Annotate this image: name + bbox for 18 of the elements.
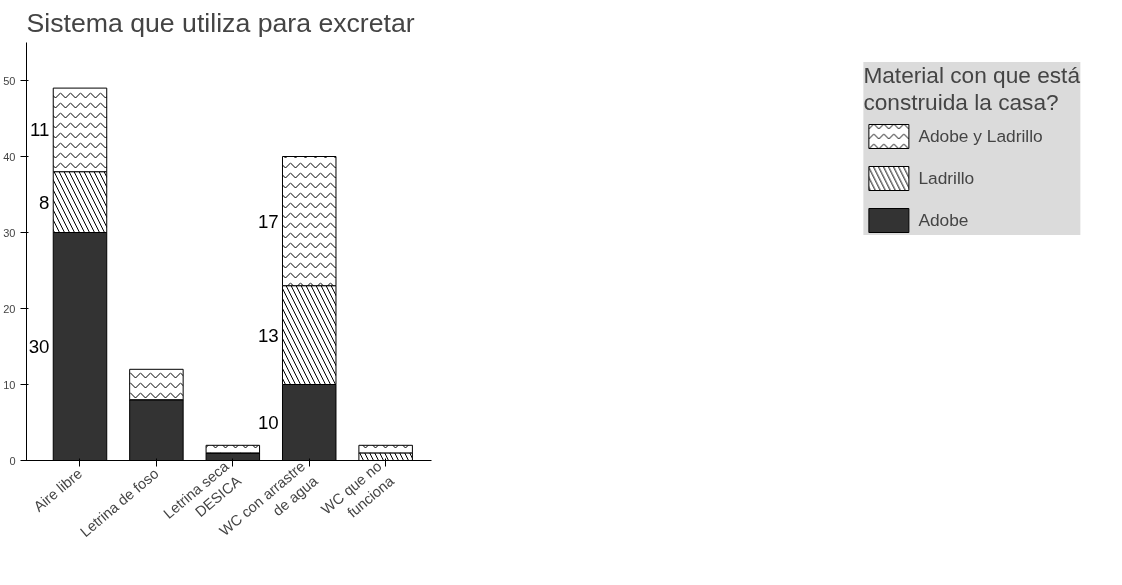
- legend-label: Adobe: [918, 209, 969, 231]
- y-tick-label: 50: [3, 74, 16, 87]
- data-label: 8: [39, 191, 50, 213]
- data-label: 11: [30, 119, 50, 141]
- y-tick-label: 10: [3, 378, 16, 391]
- chart-title: Sistema que utiliza para excretar: [26, 7, 415, 38]
- x-tick-label: Aire libre: [30, 465, 86, 515]
- y-tick-label: 30: [3, 226, 16, 239]
- legend-label: Adobe y Ladrillo: [918, 125, 1043, 147]
- legend-title: Material con que está construida la casa?: [863, 62, 1080, 116]
- data-label: 17: [257, 210, 279, 232]
- data-label: 10: [257, 412, 279, 433]
- data-label: 13: [257, 324, 279, 346]
- y-tick-label: 20: [3, 302, 16, 315]
- y-tick-label: 40: [3, 150, 16, 163]
- data-label: 30: [28, 336, 50, 357]
- y-tick-label: 0: [9, 454, 16, 467]
- legend-label: Ladrillo: [918, 167, 975, 189]
